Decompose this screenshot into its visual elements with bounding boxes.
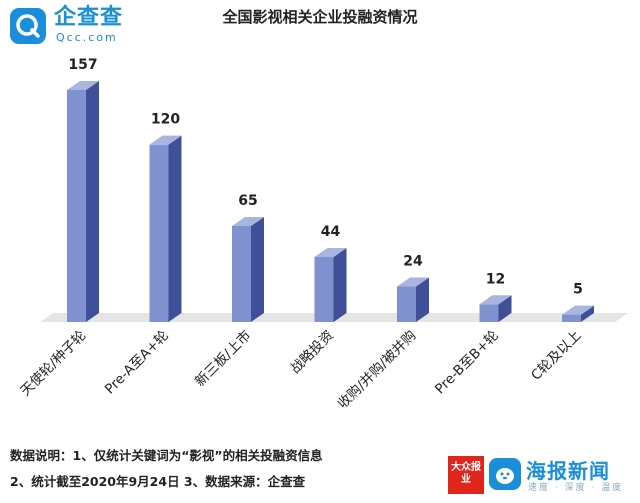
date-source-note: 2、统计截至2020年9月24日 3、数据来源：企查查: [10, 474, 306, 489]
bar-side: [86, 81, 99, 322]
data-label: 5: [573, 282, 583, 298]
x-tick-label: Pre-B至B+轮: [432, 328, 502, 398]
x-tick-label: C轮及以上: [528, 328, 584, 384]
bar-top: [397, 277, 429, 287]
bar-front: [149, 144, 169, 322]
data-label: 12: [486, 271, 505, 287]
bar-side: [498, 295, 512, 322]
dazhong-paper-logo: 大众报业: [448, 456, 484, 494]
search-q-icon: [10, 8, 46, 44]
bar: [314, 247, 347, 322]
data-label: 157: [68, 57, 97, 73]
logo-name: 企查查: [54, 5, 124, 30]
data-label: 65: [238, 193, 257, 209]
bar-top: [67, 81, 99, 90]
bar: [149, 135, 182, 322]
bar-top: [479, 295, 512, 305]
bar-side: [333, 247, 347, 322]
bar: [397, 277, 429, 322]
bar-front: [562, 314, 581, 322]
bar-top: [232, 216, 264, 226]
x-tick-label: 天使轮/种子轮: [17, 327, 90, 400]
x-tick-label: 收购/并购/被并购: [335, 328, 420, 413]
data-label: 24: [403, 254, 423, 270]
bar-top: [314, 247, 347, 257]
seal-icon: [489, 458, 521, 490]
data-label: 120: [151, 112, 180, 128]
bar-front: [67, 90, 86, 322]
chart-title: 全国影视相关企业投融资情况: [222, 8, 418, 26]
data-note: 数据说明：1、仅统计关键词为“影视”的相关投融资信息: [10, 448, 323, 463]
x-tick-label: 战略投资: [287, 328, 336, 377]
bar-side: [581, 305, 594, 322]
bar: [479, 295, 512, 322]
bar: [562, 305, 594, 322]
app-name: 海报新闻: [526, 459, 610, 483]
bar-top: [149, 135, 182, 145]
data-label: 44: [321, 224, 341, 240]
bar-side: [168, 135, 182, 322]
logo-domain: Qcc.com: [56, 31, 118, 44]
bar-chart: 157 120 65 44 24 12 5 天使轮/种子轮 Pre-A至A+轮 新三板/上市 战略…: [17, 57, 628, 413]
bar-front: [397, 286, 416, 322]
bar-front: [232, 225, 251, 322]
app-slogan: 速度 · 深度 · 温度: [528, 483, 624, 493]
bar-front: [479, 304, 499, 322]
x-tick-label: 新三板/上市: [191, 327, 254, 390]
bar-front: [314, 256, 334, 322]
qcc-logo: 企查查 Qcc.com: [10, 6, 140, 46]
bar-top: [562, 305, 594, 315]
x-tick-label: Pre-A至A+轮: [102, 328, 172, 398]
bar-side: [251, 216, 264, 322]
bar-side: [416, 277, 429, 322]
bar: [67, 81, 99, 322]
bar: [232, 216, 264, 322]
